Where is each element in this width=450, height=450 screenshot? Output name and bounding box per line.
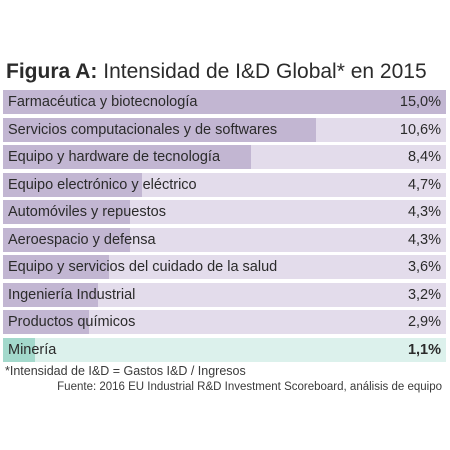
bar-row: Aeroespacio y defensa 4,3% [3, 227, 446, 252]
bar-label: Equipo y servicios del cuidado de la sal… [8, 259, 278, 275]
bar-row: Equipo electrónico y eléctrico 4,7% [3, 172, 446, 197]
title-text: Intensidad de I&D Global* en 2015 [103, 60, 427, 83]
bar [3, 227, 130, 252]
bar-value-label: 3,6% [407, 259, 441, 275]
bar-value-label: 2,9% [407, 314, 441, 330]
title-prefix: Figura A: [6, 60, 98, 83]
bar-row: Equipo y hardware de tecnología 8,4% [3, 145, 446, 169]
bar-label: Servicios computacionales y de softwares [8, 121, 278, 138]
bar-value-label: 15,0% [399, 94, 441, 110]
bar-row: Equipo y servicios del cuidado de la sal… [3, 255, 446, 279]
footnote: *Intensidad de I&D = Gastos I&D / Ingres… [5, 364, 246, 378]
bar [3, 200, 130, 224]
bar-value-label: 1,1% [407, 341, 441, 358]
bar-row: Minería 1,1% [3, 337, 446, 362]
bar-row: Ingeniería Industrial 3,2% [3, 282, 446, 307]
bar-label: Automóviles y repuestos [8, 204, 166, 220]
bar-value-label: 4,7% [407, 176, 441, 193]
bar-value-label: 3,2% [407, 286, 441, 303]
bar [3, 90, 446, 114]
source-note: Fuente: 2016 EU Industrial R&D Investmen… [57, 381, 442, 393]
chart-title: Figura A: Intensidad de I&D Global* en 2… [6, 60, 427, 84]
bar [3, 172, 142, 197]
bar [3, 255, 110, 279]
bar-value-label: 4,3% [407, 231, 441, 248]
bar-value-label: 10,6% [399, 121, 441, 138]
bar-row: Automóviles y repuestos 4,3% [3, 200, 446, 224]
bar-row: Farmacéutica y biotecnología 15,0% [3, 90, 446, 114]
bar-track [3, 337, 446, 362]
bar-label: Aeroespacio y defensa [8, 231, 156, 248]
bar-label: Equipo y hardware de tecnología [8, 149, 221, 165]
bar-label: Farmacéutica y biotecnología [8, 94, 198, 110]
bar [3, 145, 252, 169]
bar [3, 282, 98, 307]
bar-label: Ingeniería Industrial [8, 286, 136, 303]
bar-row: Productos químicos 2,9% [3, 310, 446, 334]
bar [3, 117, 317, 142]
bar-value-label: 4,3% [407, 204, 441, 220]
bar-label: Productos químicos [8, 314, 136, 330]
bar-label: Equipo electrónico y eléctrico [8, 176, 197, 193]
bar-value-label: 8,4% [407, 149, 441, 165]
bar-chart: Farmacéutica y biotecnología 15,0% Servici… [3, 90, 446, 365]
bar [3, 337, 36, 362]
bar [3, 310, 89, 334]
bar-row: Servicios computacionales y de softwares… [3, 117, 446, 142]
bar-label: Minería [8, 341, 57, 358]
